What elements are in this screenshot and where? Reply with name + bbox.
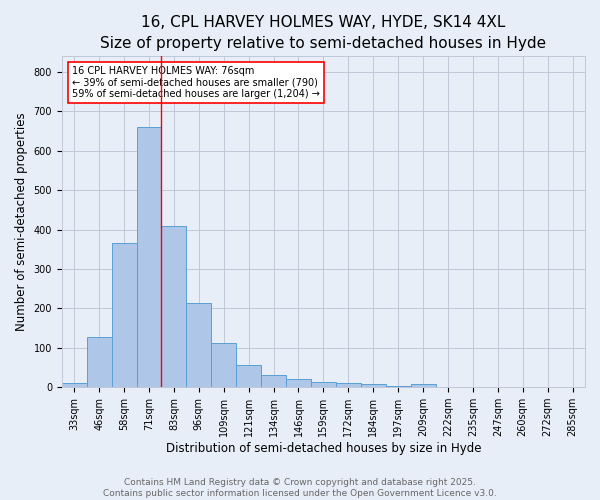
Bar — [112, 242, 137, 387]
Bar — [211, 344, 236, 387]
Bar — [410, 384, 436, 387]
Bar — [386, 386, 410, 387]
Text: Contains HM Land Registry data © Crown copyright and database right 2025.
Contai: Contains HM Land Registry data © Crown c… — [103, 478, 497, 498]
Bar — [286, 378, 311, 387]
Bar — [311, 382, 336, 387]
Bar — [261, 375, 286, 387]
Bar — [336, 383, 361, 387]
X-axis label: Distribution of semi-detached houses by size in Hyde: Distribution of semi-detached houses by … — [166, 442, 481, 455]
Title: 16, CPL HARVEY HOLMES WAY, HYDE, SK14 4XL
Size of property relative to semi-deta: 16, CPL HARVEY HOLMES WAY, HYDE, SK14 4X… — [100, 15, 547, 51]
Bar — [137, 127, 161, 387]
Bar — [161, 226, 187, 387]
Text: 16 CPL HARVEY HOLMES WAY: 76sqm
← 39% of semi-detached houses are smaller (790)
: 16 CPL HARVEY HOLMES WAY: 76sqm ← 39% of… — [72, 66, 320, 100]
Y-axis label: Number of semi-detached properties: Number of semi-detached properties — [15, 112, 28, 331]
Bar — [86, 337, 112, 387]
Bar — [62, 384, 86, 387]
Bar — [187, 302, 211, 387]
Bar — [236, 365, 261, 387]
Bar — [361, 384, 386, 387]
